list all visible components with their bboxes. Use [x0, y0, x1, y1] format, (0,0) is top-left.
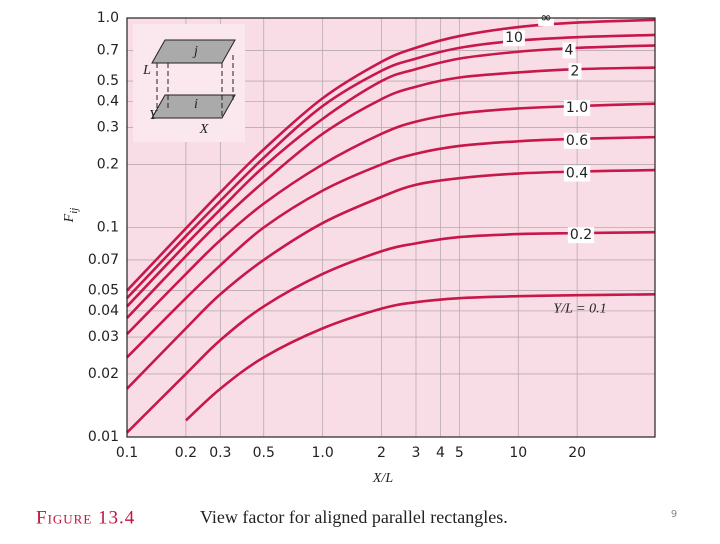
y-tick-label: 0.05 — [88, 283, 119, 299]
x-tick-label: 0.2 — [175, 445, 197, 461]
y-tick-label: 0.5 — [97, 73, 119, 89]
y-tick-label: 0.03 — [88, 329, 119, 345]
x-tick-label: 0.1 — [116, 445, 138, 461]
x-tick-label: 0.3 — [209, 445, 231, 461]
bottom-plate — [151, 94, 236, 119]
curve — [126, 135, 656, 359]
curve-label: 0.4 — [566, 166, 588, 182]
y-axis-label-main: F — [62, 213, 77, 223]
y-tick-label: 0.04 — [88, 303, 119, 319]
caption-text: View factor for aligned parallel rectang… — [200, 507, 508, 527]
x-axis-label: X/L — [372, 471, 393, 486]
x-tick-label: 0.5 — [253, 445, 275, 461]
inset-diagram: j i L Y X — [133, 24, 245, 142]
y-tick-label: 0.7 — [97, 42, 119, 58]
curve — [126, 230, 656, 434]
y-tick-label: 0.1 — [97, 220, 119, 236]
curve-label: 0.6 — [566, 133, 588, 149]
y-tick-label: 0.02 — [88, 366, 119, 382]
x-tick-label: 4 — [436, 445, 445, 461]
curve-label-background — [563, 100, 591, 117]
curve-label-background — [567, 227, 595, 244]
curve-label-background — [562, 42, 576, 59]
curve-label-background — [563, 132, 591, 149]
curve-label: 2 — [571, 63, 580, 79]
inset-label: L — [142, 63, 151, 78]
curve-label: 0.2 — [570, 227, 592, 243]
curve — [126, 102, 656, 335]
curve — [126, 18, 656, 292]
inset-label: i — [194, 97, 198, 112]
curve — [126, 168, 656, 390]
curve — [126, 44, 656, 308]
caption-label: Figure 13.4 — [36, 507, 135, 528]
y-tick-label: 0.07 — [88, 252, 119, 268]
curve-label: 4 — [565, 42, 574, 58]
y-tick-label: 0.4 — [97, 93, 119, 109]
curve — [185, 292, 656, 422]
inset-label: j — [192, 44, 198, 59]
curve-label: Y/L = 0.1 — [553, 301, 606, 316]
y-tick-label: 1.0 — [97, 10, 119, 26]
y-tick-label: 0.3 — [97, 120, 119, 136]
curve-label-background — [568, 63, 582, 80]
curves — [126, 18, 656, 434]
curve-label-background — [503, 30, 525, 47]
curve — [126, 33, 656, 300]
page-number: 9 — [671, 509, 677, 520]
y-tick-label: 0.01 — [88, 429, 119, 445]
curve-label: 10 — [505, 30, 523, 46]
x-tick-label: 3 — [412, 445, 421, 461]
x-tick-label: 5 — [455, 445, 464, 461]
curve-label-background — [563, 165, 591, 182]
curve — [126, 66, 656, 319]
inset-label: Y — [149, 108, 159, 123]
x-tick-label: 10 — [509, 445, 527, 461]
y-axis-label: Fij — [62, 208, 79, 224]
y-tick-label: 0.2 — [97, 156, 119, 172]
x-tick-label: 2 — [377, 445, 386, 461]
plot-frame — [126, 17, 656, 438]
inset-label: X — [199, 122, 209, 137]
curve-label: 1.0 — [566, 100, 588, 116]
x-tick-label: 20 — [568, 445, 586, 461]
y-axis-label-subscript: ij — [68, 208, 80, 214]
x-tick-label: 1.0 — [311, 445, 333, 461]
